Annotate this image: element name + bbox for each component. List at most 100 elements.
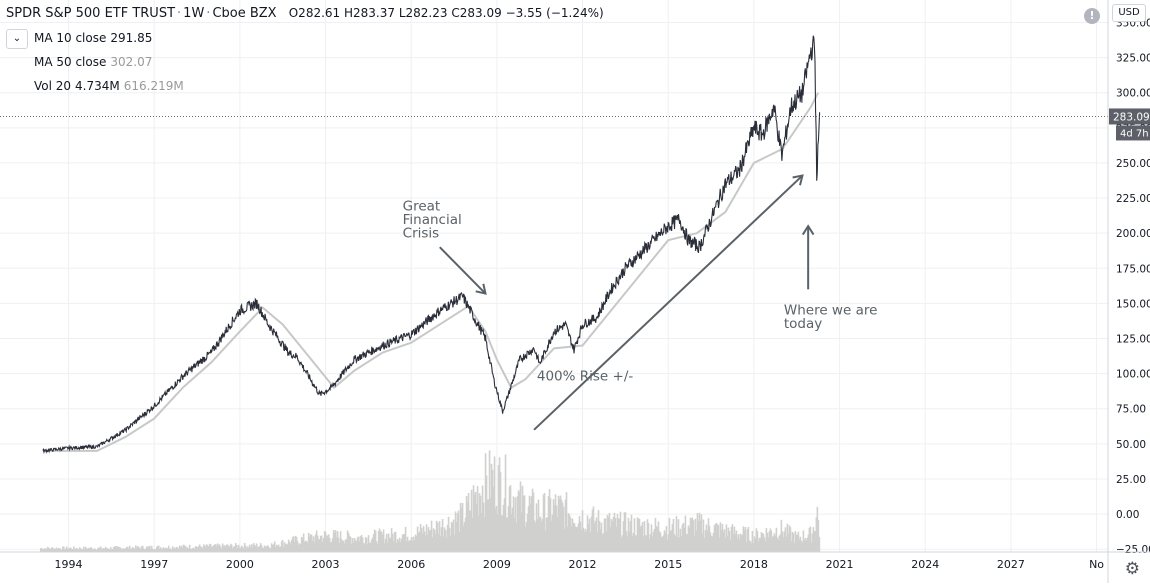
- volume-bar: [797, 531, 800, 552]
- volume-bar: [779, 534, 782, 552]
- volume-bar: [537, 499, 540, 552]
- volume-bar: [704, 530, 707, 552]
- volume-bar: [394, 531, 397, 552]
- volume-bar: [72, 546, 75, 552]
- volume-bar: [732, 534, 735, 552]
- collapse-legend-button[interactable]: ⌄: [6, 29, 28, 49]
- volume-bar: [293, 542, 296, 552]
- y-tick-label: 150.00: [1116, 298, 1150, 310]
- volume-bar: [619, 511, 622, 552]
- volume-bar: [739, 533, 742, 552]
- volume-bar: [320, 535, 323, 552]
- volume-bar: [383, 543, 386, 552]
- volume-bar: [627, 517, 630, 552]
- volume-bar: [102, 548, 105, 552]
- volume-bar: [284, 544, 287, 552]
- volume-bar: [770, 530, 773, 552]
- volume-bar: [728, 530, 731, 552]
- volume-bar: [617, 518, 620, 552]
- volume-bar: [424, 535, 427, 552]
- chevron-down-icon: ⌄: [12, 33, 22, 44]
- indicator-volume[interactable]: Vol 20 4.734M 616.219M: [34, 79, 184, 93]
- volume-bar: [340, 539, 343, 552]
- volume-bar: [700, 514, 703, 552]
- symbol-name[interactable]: SPDR S&P 500 ETF TRUST: [6, 6, 176, 21]
- gear-icon[interactable]: ⚙: [1124, 559, 1140, 579]
- volume-bar: [430, 520, 433, 552]
- volume-bar: [475, 503, 478, 552]
- volume-bar: [97, 547, 100, 552]
- volume-bar: [407, 541, 410, 552]
- volume-bar: [82, 546, 85, 552]
- volume-bar: [81, 549, 84, 552]
- volume-bar: [160, 549, 163, 552]
- volume-bar: [606, 514, 609, 552]
- y-tick-label: 25.00: [1116, 474, 1146, 486]
- volume-bar: [773, 533, 776, 552]
- y-tick-label: 50.00: [1116, 439, 1146, 451]
- volume-bar: [445, 537, 448, 552]
- volume-bar: [197, 546, 200, 552]
- volume-bar: [73, 548, 76, 552]
- volume-bar: [694, 518, 697, 552]
- volume-bar: [377, 531, 380, 552]
- volume-bar: [600, 522, 603, 552]
- volume-bar: [283, 542, 286, 552]
- volume-bar: [124, 548, 127, 552]
- volume-bar: [697, 521, 700, 552]
- volume-bar: [589, 532, 592, 552]
- volume-bar: [308, 536, 311, 552]
- volume-bar: [149, 548, 152, 552]
- arrow-head: [475, 283, 487, 295]
- volume-bar: [428, 530, 431, 552]
- currency-button[interactable]: USD: [1112, 4, 1146, 22]
- volume-bar: [748, 540, 751, 552]
- indicator-ma10[interactable]: MA 10 close 291.85: [34, 31, 152, 45]
- volume-bar: [222, 545, 225, 552]
- annotation-label: Where we are: [784, 303, 878, 319]
- volume-bar: [51, 547, 54, 552]
- volume-bar: [745, 542, 748, 552]
- x-tick-label: 2021: [826, 558, 854, 571]
- indicator-ma50[interactable]: MA 50 close 302.07: [34, 55, 152, 69]
- volume-bar: [111, 548, 114, 552]
- volume-bar: [693, 535, 696, 552]
- volume-bar: [83, 549, 86, 552]
- volume-bar: [389, 538, 392, 552]
- volume-bar: [527, 506, 530, 552]
- volume-bar: [446, 524, 449, 552]
- volume-bar: [366, 544, 369, 552]
- volume-bar: [530, 496, 533, 552]
- volume-bar: [620, 537, 623, 552]
- volume-bar: [447, 516, 450, 552]
- volume-bar: [623, 512, 626, 552]
- volume-bar: [710, 535, 713, 552]
- volume-bar: [114, 546, 117, 552]
- volume-bar: [788, 525, 791, 552]
- volume-bar: [549, 498, 552, 552]
- volume-bar: [656, 527, 659, 552]
- volume-bar: [408, 540, 411, 552]
- volume-bar: [531, 488, 534, 552]
- interval-label[interactable]: 1W: [183, 6, 205, 21]
- volume-bar: [427, 527, 430, 552]
- volume-bar: [508, 486, 511, 552]
- volume-bar: [684, 515, 687, 552]
- volume-bar: [144, 548, 147, 552]
- volume-bar: [543, 493, 546, 552]
- volume-bar: [359, 536, 362, 552]
- volume-bar: [680, 536, 683, 552]
- volume-bar: [682, 522, 685, 552]
- volume-bar: [489, 498, 492, 552]
- info-icon[interactable]: !: [1084, 8, 1100, 24]
- volume-bar: [313, 542, 316, 552]
- volume-bar: [207, 546, 210, 552]
- volume-bar: [344, 539, 347, 552]
- volume-bar: [84, 546, 87, 552]
- volume-bar: [545, 517, 548, 552]
- volume-bar: [264, 547, 267, 552]
- volume-bar: [44, 548, 47, 552]
- volume-bar: [741, 534, 744, 552]
- volume-bar: [503, 498, 506, 552]
